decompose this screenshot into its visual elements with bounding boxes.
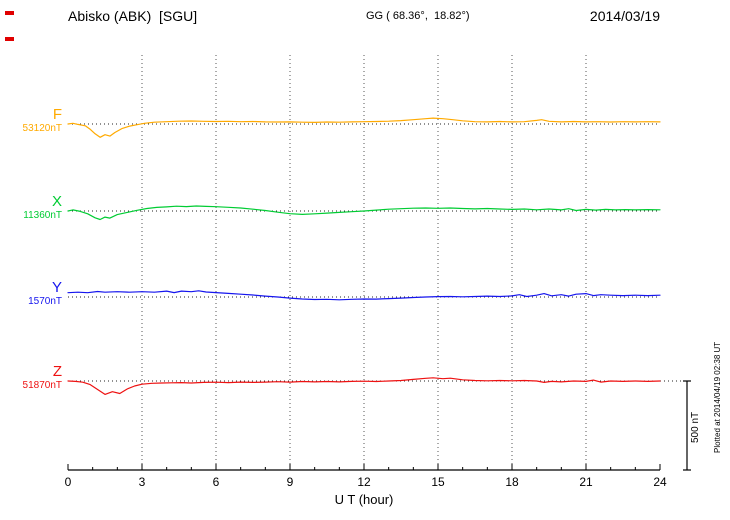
x-tick-label: 6 — [213, 475, 220, 489]
x-tick-label: 15 — [431, 475, 445, 489]
series-baseline-z: 51870nT — [22, 380, 62, 391]
x-tick-label: 3 — [139, 475, 146, 489]
x-tick-label: 9 — [287, 475, 294, 489]
x-tick-label: 0 — [65, 475, 72, 489]
corner-mark-top — [5, 11, 14, 15]
x-tick-label: 24 — [653, 475, 667, 489]
trace-X — [67, 205, 661, 221]
series-baseline-f: 53120nT — [22, 123, 62, 134]
scale-bar-label: 500 nT — [690, 411, 701, 443]
series-label-x: X 11360nT — [0, 194, 62, 222]
x-tick-label: 12 — [357, 475, 371, 489]
trace-F — [67, 117, 661, 138]
series-letter-z: Z — [52, 363, 62, 380]
x-tick-label: 21 — [579, 475, 593, 489]
series-label-y: Y 1570nT — [0, 280, 62, 308]
date-label: 2014/03/19 — [589, 8, 660, 24]
series-label-f: F 53120nT — [0, 107, 62, 135]
corner-mark-bottom — [5, 37, 14, 41]
station-title: Abisko (ABK) [SGU] — [68, 8, 198, 24]
coordinates-label: GG ( 68.36°, 18.82°) — [366, 10, 470, 22]
series-baseline-x: 11360nT — [23, 210, 62, 221]
trace-Z — [67, 377, 661, 395]
series-letter-y: Y — [51, 279, 62, 296]
x-tick-label: 18 — [505, 475, 519, 489]
series-label-z: Z 51870nT — [0, 364, 62, 392]
x-axis-title: U T (hour) — [334, 492, 394, 507]
series-letter-x: X — [51, 193, 62, 210]
trace-Y — [67, 290, 661, 301]
series-baseline-y: 1570nT — [28, 296, 62, 307]
series-letter-f: F — [52, 106, 62, 123]
plotted-at-note: Plotted at 2014/04/19 02:38 UT — [713, 341, 722, 454]
